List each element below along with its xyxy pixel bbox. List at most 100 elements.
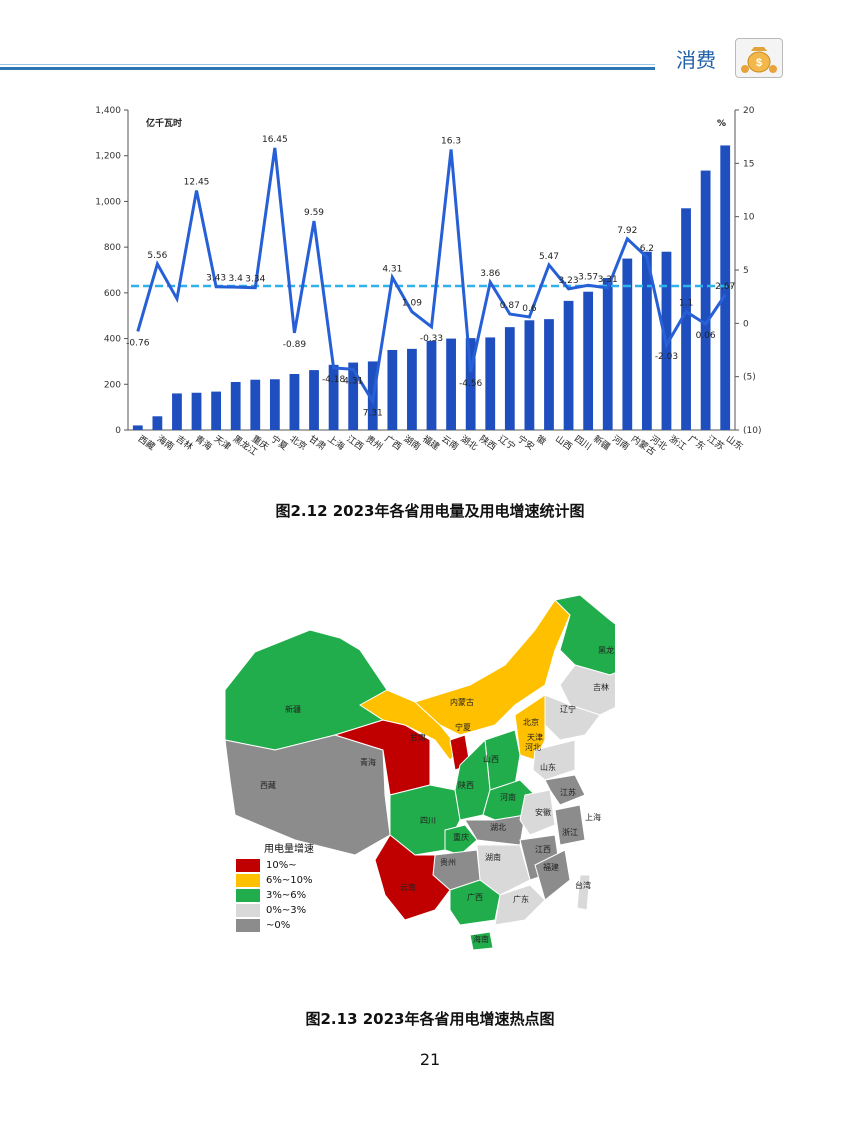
y-tick-label: 0 <box>115 426 121 436</box>
map-label-15: 河南 <box>500 792 516 802</box>
legend-item-4: ~0% <box>236 918 314 933</box>
y2-tick-label: 15 <box>743 159 754 169</box>
legend-swatch <box>236 904 260 917</box>
map-label-25: 贵州 <box>440 857 456 867</box>
map-label-13: 山东 <box>540 762 556 772</box>
map-label-11: 河北 <box>525 742 541 752</box>
bar-22 <box>563 300 574 430</box>
bar-5 <box>230 382 241 430</box>
growth-label-5: 3.4 <box>229 274 244 284</box>
y2-tick-label: 0 <box>743 319 749 329</box>
map-label-0: 新疆 <box>285 704 301 714</box>
map-label-3: 甘肃 <box>410 732 426 742</box>
growth-label-18: 3.86 <box>480 269 500 279</box>
category-label-15: 福建 <box>420 433 442 453</box>
y-tick-label: 1,400 <box>95 106 121 116</box>
bar-9 <box>309 370 319 430</box>
category-label-7: 宁夏 <box>269 433 291 453</box>
legend-label: 10%~ <box>266 860 297 871</box>
bar-29 <box>700 170 711 431</box>
growth-label-27: -2.03 <box>655 352 678 362</box>
bar-0 <box>132 425 143 430</box>
legend-item-0: 10%~ <box>236 858 314 873</box>
map-label-31: 海南 <box>473 934 489 944</box>
growth-label-19: 0.87 <box>500 301 520 311</box>
bar-13 <box>387 350 398 430</box>
y2-tick-label: (5) <box>743 373 756 383</box>
category-label-22: 山西 <box>553 433 574 452</box>
region-shandong <box>532 739 576 781</box>
legend-item-3: 0%~3% <box>236 903 314 918</box>
map-label-17: 上海 <box>585 812 601 822</box>
figure2-caption: 图2.13 2023年各省用电增速热点图 <box>305 1010 555 1028</box>
region-taiwan <box>576 874 591 911</box>
bar-11 <box>348 362 359 430</box>
legend-label: ~0% <box>266 920 291 931</box>
growth-label-24: 3.31 <box>598 275 618 285</box>
growth-label-10: -4.18 <box>322 375 346 385</box>
map-label-5: 内蒙古 <box>450 697 474 707</box>
growth-label-28: 1.1 <box>679 299 693 309</box>
bar-18 <box>485 337 496 430</box>
category-label-28: 浙江 <box>667 433 689 453</box>
growth-label-9: 9.59 <box>304 208 324 218</box>
bar-26 <box>641 251 652 430</box>
growth-label-30: 2.67 <box>715 282 735 292</box>
category-label-10: 上海 <box>325 433 347 453</box>
y-axis-title: 亿千瓦时 <box>146 117 182 129</box>
legend-swatch <box>236 889 260 902</box>
legend-label: 6%~10% <box>266 875 313 886</box>
y2-tick-label: 5 <box>743 266 749 276</box>
growth-label-0: -0.76 <box>126 338 150 348</box>
category-label-2: 吉林 <box>174 433 196 453</box>
category-label-25: 河南 <box>610 433 632 453</box>
legend-title: 用电量增速 <box>264 844 314 855</box>
bar-20 <box>524 320 535 430</box>
map-label-16: 江苏 <box>560 787 576 797</box>
bar-19 <box>504 327 515 430</box>
bar-4 <box>211 391 222 430</box>
category-label-13: 广西 <box>382 433 404 453</box>
map-label-19: 浙江 <box>562 827 578 837</box>
legend-swatch <box>236 874 260 887</box>
map-label-8: 辽宁 <box>560 704 576 714</box>
category-label-20: 宁安 <box>515 433 537 453</box>
y2-tick-label: 20 <box>743 106 755 116</box>
map-label-26: 福建 <box>543 862 559 872</box>
map-label-30: 台湾 <box>575 880 591 890</box>
region-hainan <box>469 931 494 951</box>
map-label-4: 宁夏 <box>455 722 471 732</box>
bar-30 <box>720 145 731 430</box>
map-label-7: 吉林 <box>593 682 609 692</box>
category-label-12: 贵州 <box>363 433 385 453</box>
category-label-4: 天津 <box>212 433 233 452</box>
category-label-8: 北京 <box>288 433 310 453</box>
map-label-14: 陕西 <box>458 780 474 790</box>
y2-tick-label: 10 <box>743 213 755 223</box>
svg-text:$: $ <box>756 57 762 69</box>
figure1-caption: 图2.12 2023年各省用电量及用电增速统计图 <box>275 502 585 520</box>
category-label-1: 海南 <box>155 433 177 453</box>
bar-25 <box>622 258 633 430</box>
region-guangdong <box>494 884 546 926</box>
region-anhui <box>519 789 556 836</box>
legend-label: 3%~6% <box>266 890 307 901</box>
category-label-3: 青海 <box>193 433 215 453</box>
region-guangxi <box>449 879 501 926</box>
growth-label-8: -0.89 <box>283 340 307 350</box>
category-label-9: 甘肃 <box>306 433 328 453</box>
map-label-22: 湖北 <box>490 823 506 832</box>
category-label-19: 辽宁 <box>496 433 518 453</box>
region-jiangsu <box>544 774 586 806</box>
y2-tick-label: (10) <box>743 426 761 436</box>
legend-item-1: 6%~10% <box>236 873 314 888</box>
bar-10 <box>328 364 339 430</box>
header-title: 消费 <box>676 48 716 72</box>
money-bag-icon: $ <box>735 38 783 78</box>
bar-14 <box>407 348 417 430</box>
map-label-10: 天津 <box>527 732 543 742</box>
region-yunnan <box>374 834 451 921</box>
map-legend: 用电量增速 10%~ 6%~10% 3%~6% 0%~3% ~0% <box>236 840 314 933</box>
bar-3 <box>191 392 202 430</box>
